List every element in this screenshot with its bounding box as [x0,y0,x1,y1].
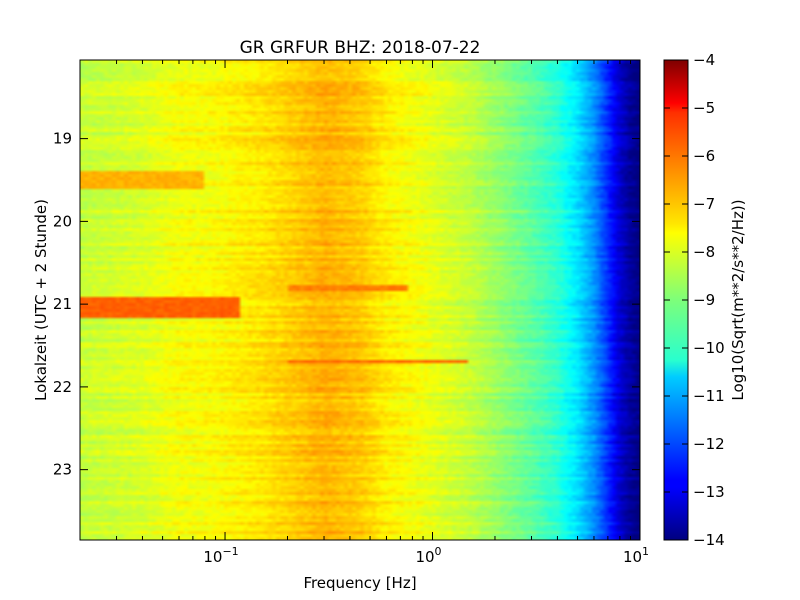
x-tick-label: 101 [623,545,649,566]
colorbar-ticks: −4 −5 −6 −7 −8 −9 −10 −11 −12 −13 −14 [664,51,725,549]
colorbar-tick-label: −14 [693,531,725,549]
x-tick-label: 100 [415,545,441,566]
y-axis-label: Lokalzeit (UTC + 2 Stunde) [32,199,50,401]
colorbar-tick-label: −13 [693,483,725,501]
x-axis-ticks: 10−1 100 101 [79,60,649,566]
colorbar-tick-label: −7 [693,195,715,213]
plot-area: 10−1 100 101 19 20 21 22 23 [53,59,649,566]
colorbar-tick-label: −10 [693,339,725,357]
colorbar-tick-label: −5 [693,99,715,117]
y-axis-ticks: 19 20 21 22 23 [53,130,640,479]
y-tick-label: 21 [53,295,72,313]
colorbar-label: Log10(Sqrt(m**2/s**2/Hz)) [729,199,747,400]
colorbar-tick-label: −11 [693,387,725,405]
colorbar: −4 −5 −6 −7 −8 −9 −10 −11 −12 −13 −14 Log10(Sqrt(m… [663,51,747,549]
y-tick-label: 23 [53,461,72,479]
plot-frame [79,59,641,541]
colorbar-tick-label: −12 [693,435,725,453]
colorbar-tick-label: −8 [693,243,715,261]
chart-title: GR GRFUR BHZ: 2018-07-22 [240,38,481,58]
colorbar-tick-label: −6 [693,147,715,165]
x-axis-label: Frequency [Hz] [303,574,416,592]
x-tick-label: 10−1 [203,545,238,566]
y-tick-label: 22 [53,378,72,396]
colorbar-tick-label: −4 [693,51,715,69]
heatmap-image [80,60,640,540]
y-tick-label: 20 [53,212,72,230]
y-tick-label: 19 [53,130,72,148]
colorbar-tick-label: −9 [693,291,715,309]
